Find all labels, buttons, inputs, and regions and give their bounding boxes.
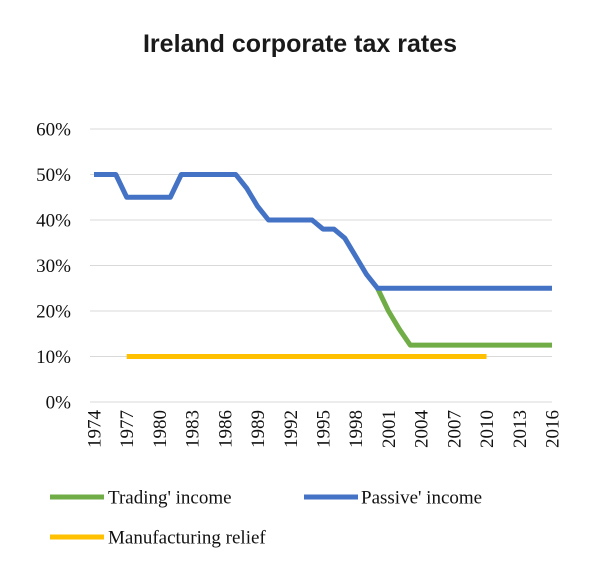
legend-label-trading-income: Trading' income bbox=[108, 488, 232, 509]
y-tick-label: 10% bbox=[36, 347, 71, 368]
x-tick-label: 1995 bbox=[314, 410, 335, 448]
series-line-passive-income bbox=[94, 172, 552, 291]
grid bbox=[90, 128, 552, 403]
y-tick-label: 0% bbox=[46, 393, 72, 414]
x-axis-ticks: 1974 1977 1980 1983 1986 1989 1992 1995 1998 2001… bbox=[85, 410, 564, 449]
legend-label-passive-income: Passive' income bbox=[361, 488, 482, 509]
series-line-trading-income bbox=[375, 287, 552, 348]
x-tick-label: 2013 bbox=[510, 410, 531, 448]
y-tick-label: 50% bbox=[36, 165, 71, 186]
x-tick-label: 1983 bbox=[183, 410, 204, 448]
y-tick-label: 30% bbox=[36, 256, 71, 277]
series-lines bbox=[94, 172, 552, 359]
x-tick-label: 1977 bbox=[117, 410, 138, 448]
x-tick-label: 2016 bbox=[543, 410, 564, 448]
legend-label-manufacturing-relief: Manufacturing relief bbox=[108, 528, 266, 549]
x-tick-label: 2010 bbox=[477, 410, 498, 448]
x-tick-label: 1974 bbox=[85, 410, 106, 449]
x-tick-label: 1989 bbox=[248, 410, 269, 448]
y-tick-label: 60% bbox=[36, 120, 71, 141]
x-tick-label: 2007 bbox=[444, 410, 465, 448]
y-axis-ticks: 0% 10% 20% 30% 40% 50% 60% bbox=[36, 120, 71, 414]
chart-title: Ireland corporate tax rates bbox=[143, 30, 457, 58]
y-tick-label: 20% bbox=[36, 302, 71, 323]
x-tick-label: 1986 bbox=[215, 410, 236, 448]
x-tick-label: 1992 bbox=[281, 410, 302, 448]
x-tick-label: 1980 bbox=[150, 410, 171, 448]
x-tick-label: 2004 bbox=[412, 410, 433, 449]
x-tick-label: 2001 bbox=[379, 410, 400, 448]
legend: Trading' income Passive' income Manufactur… bbox=[50, 488, 482, 549]
x-tick-label: 1998 bbox=[346, 410, 367, 448]
y-tick-label: 40% bbox=[36, 211, 71, 232]
